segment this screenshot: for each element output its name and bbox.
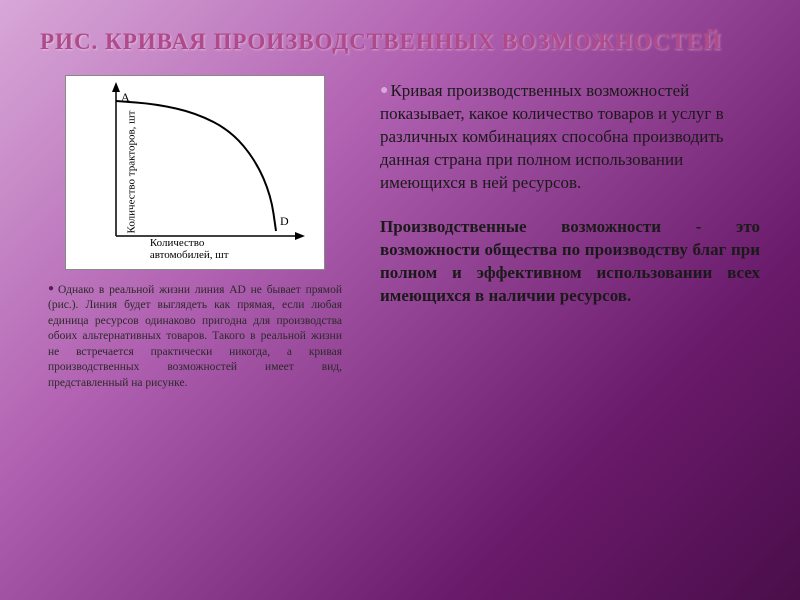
definition-paragraph: Производственные возможности - это возмо… [380, 216, 760, 308]
main-text: Кривая производственных возможностей пок… [380, 81, 724, 192]
x-axis-label: Количество автомобилей, шт [150, 237, 266, 261]
slide-container: РИС. КРИВАЯ ПРОИЗВОДСТВЕННЫХ ВОЗМОЖНОСТЕ… [0, 0, 800, 600]
left-column: Количество тракторов, шт Количество авто… [40, 75, 350, 392]
bullet-icon: ● [48, 283, 56, 294]
caption-text: Однако в реальной жизни линия AD не быва… [48, 284, 342, 389]
main-paragraph: ●Кривая производственных возможностей по… [380, 80, 760, 195]
bullet-icon: ● [380, 83, 388, 98]
content-columns: Количество тракторов, шт Количество авто… [40, 75, 760, 392]
point-a-label: А [121, 90, 130, 105]
y-axis-label: Количество тракторов, шт [125, 111, 137, 234]
chart-caption: ●Однако в реальной жизни линия AD не быв… [40, 282, 350, 392]
ppf-chart: Количество тракторов, шт Количество авто… [65, 75, 325, 270]
slide-title: РИС. КРИВАЯ ПРОИЗВОДСТВЕННЫХ ВОЗМОЖНОСТЕ… [40, 28, 760, 57]
point-d-label: D [280, 214, 289, 229]
right-column: ●Кривая производственных возможностей по… [380, 75, 760, 392]
